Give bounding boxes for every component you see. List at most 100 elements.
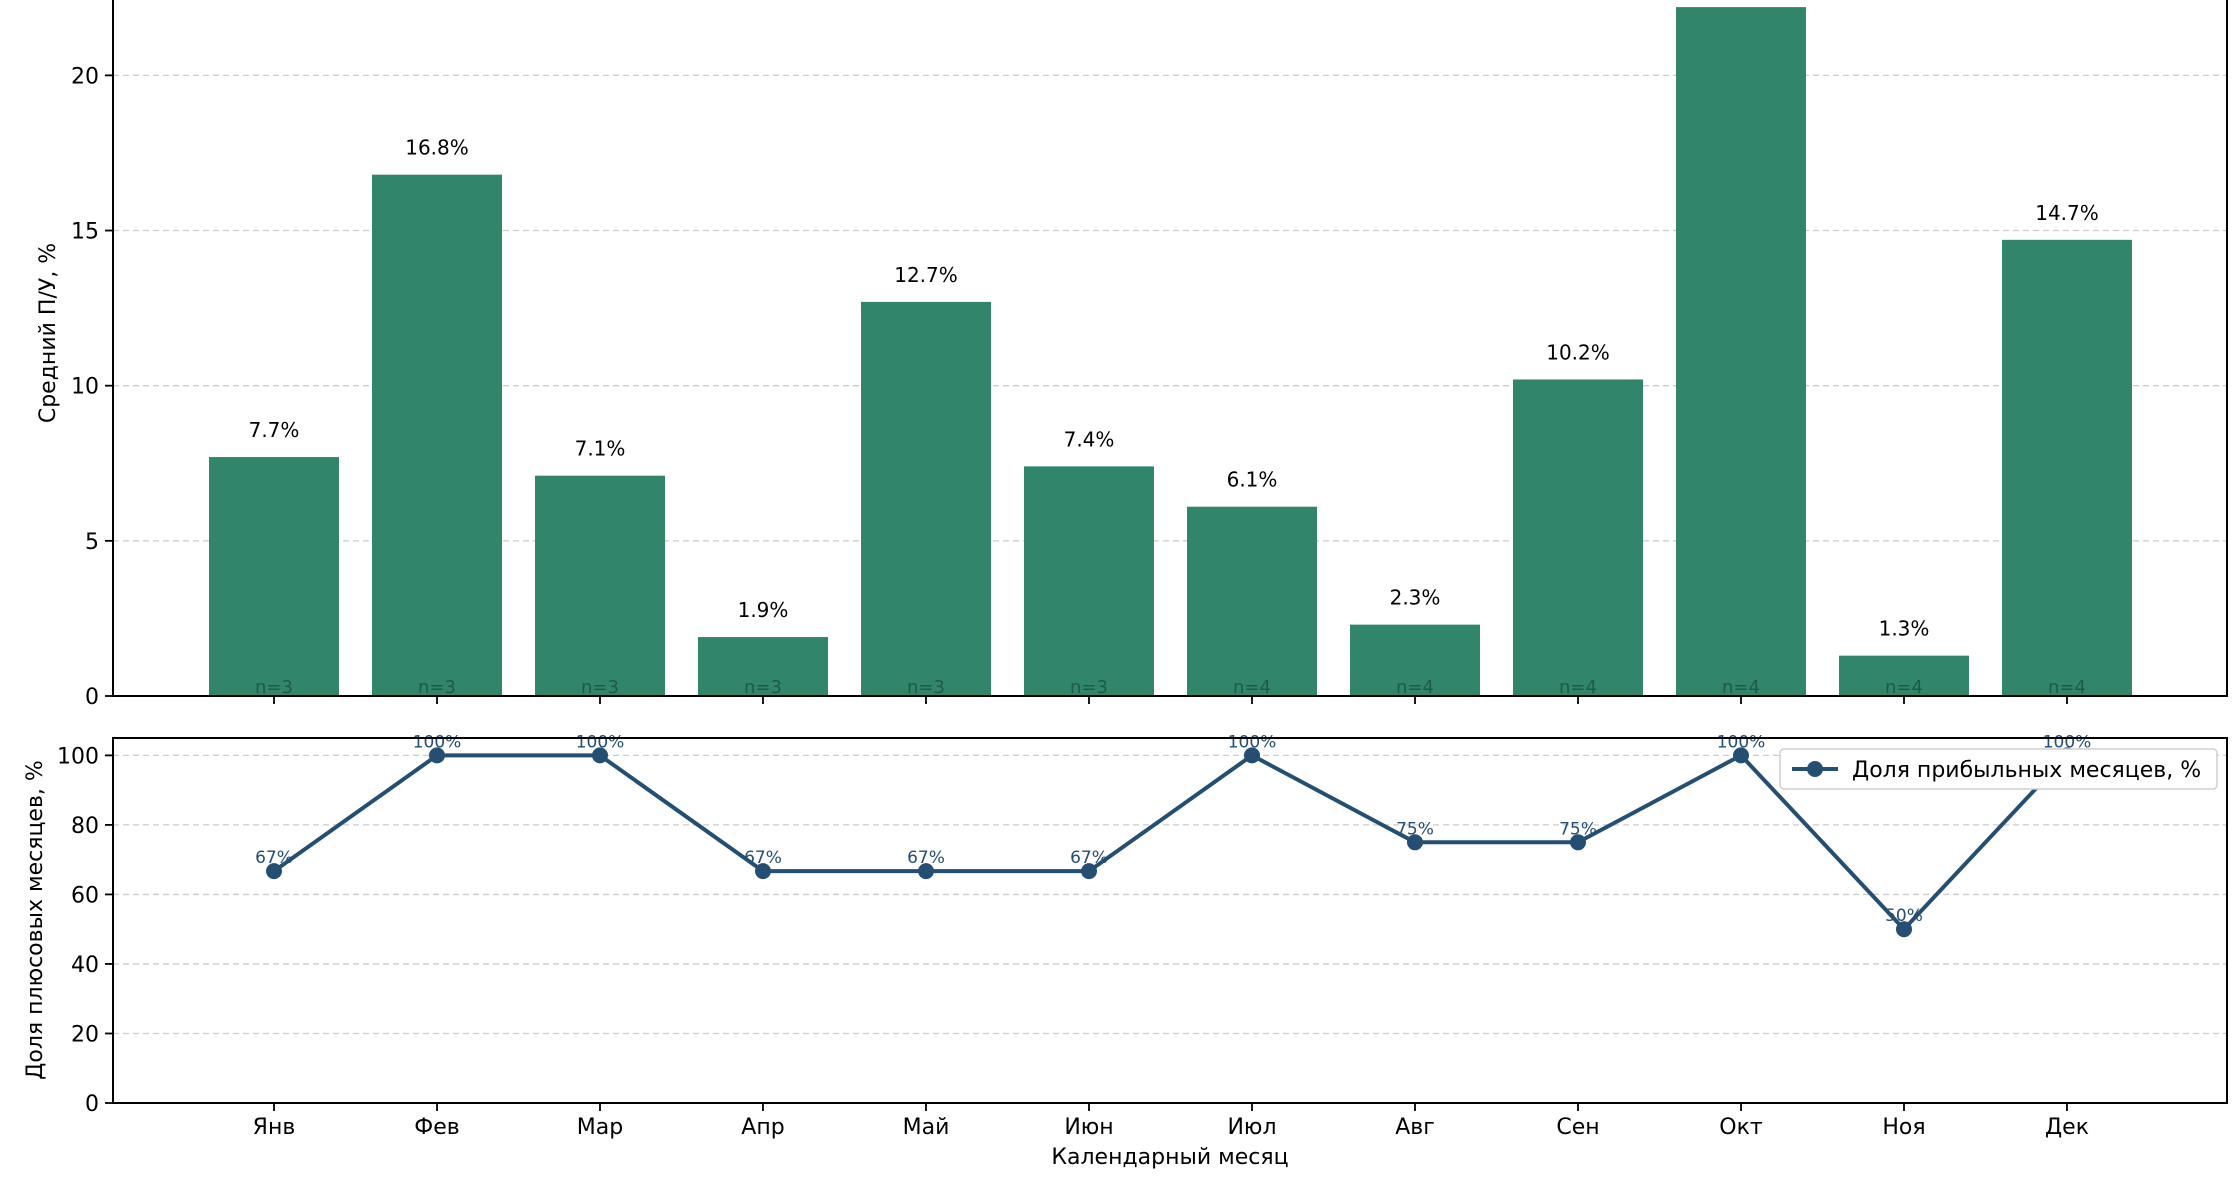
bar-Окт: [1676, 7, 1806, 696]
bar-Июл: [1187, 506, 1317, 696]
x-tick-label-Окт: Окт: [1719, 1115, 1763, 1140]
x-tick-label-Ноя: Ноя: [1882, 1115, 1925, 1140]
line-chart-frame: [112, 737, 2228, 1104]
bar-y-tick-label-20: 20: [71, 64, 99, 89]
bar-value-label-Фев: 16.8%: [405, 136, 469, 160]
line-chart-x-axis-label: Календарный месяц: [1051, 1145, 1288, 1170]
bar-value-label-Авг: 2.3%: [1390, 586, 1441, 610]
line-point-label-Сен: 75%: [1559, 819, 1597, 839]
bar-n-label-Июн: n=3: [1070, 677, 1108, 698]
line-chart-x-axis: Янв Фев Мар Апр Май Июн Июл Авг Сен Окт Ноя Дек: [253, 1103, 2089, 1140]
line-point-Сен: [1570, 834, 1586, 851]
x-tick-label-Янв: Янв: [253, 1115, 296, 1140]
bar-Июн: [1024, 466, 1154, 696]
legend: Доля прибыльных месяцев, %: [1779, 748, 2218, 790]
line-y-tick-label-40: 40: [71, 953, 99, 978]
bar-Мар: [535, 475, 665, 696]
line-point-label-Ноя: 50%: [1885, 906, 1923, 926]
line-point-label-Май: 67%: [907, 848, 945, 868]
bar-Фев: [372, 174, 502, 696]
bar-n-label-Ноя: n=4: [1885, 677, 1923, 698]
bar-n-label-Фев: n=3: [418, 677, 456, 698]
x-tick-label-Дек: Дек: [2045, 1115, 2089, 1140]
line-chart-y-axis-label: Доля плюсовых месяцев, %: [23, 760, 48, 1080]
bar-Дек: [2002, 239, 2132, 696]
bar-n-label-Июл: n=4: [1233, 677, 1271, 698]
bar-value-label-Дек: 14.7%: [2035, 201, 2099, 225]
bar-chart-x-ticks: [273, 696, 2068, 704]
bar-value-label-Сен: 10.2%: [1546, 340, 1610, 364]
line-point-Июн: [1081, 863, 1097, 880]
legend-label: Доля прибыльных месяцев, %: [1852, 758, 2201, 783]
bar-chart-frame: [112, 0, 2228, 697]
bar-Авг: [1350, 624, 1480, 696]
bar-Сен: [1513, 379, 1643, 696]
bar-Апр: [698, 637, 828, 696]
line-point-Окт: [1733, 747, 1749, 764]
line-y-tick-label-80: 80: [71, 814, 99, 839]
line-y-tick-label-100: 100: [57, 744, 99, 769]
bar-n-label-Янв: n=3: [255, 677, 293, 698]
line-y-tick-label-0: 0: [85, 1092, 99, 1117]
bar-value-label-Янв: 7.7%: [249, 418, 300, 442]
x-tick-label-Июл: Июл: [1227, 1115, 1276, 1140]
line-point-label-Июн: 67%: [1070, 848, 1108, 868]
bar-n-label-Окт: n=4: [1722, 677, 1760, 698]
bar-chart-panel: 7.7% n=3 16.8% n=3 7.1% n=3 1.9% n=3 12.7% n=3 7.4…: [36, 0, 2228, 710]
line-point-Фев: [429, 747, 445, 764]
bar-chart-y-axis: 0 5 10 15 20: [71, 64, 113, 710]
line-point-label-Окт: 100%: [1717, 732, 1766, 752]
line-point-label-Янв: 67%: [255, 848, 293, 868]
line-point-Мар: [592, 747, 608, 764]
bar-y-tick-label-10: 10: [71, 375, 99, 400]
line-point-Янв: [266, 863, 282, 880]
bar-n-label-Апр: n=3: [744, 677, 782, 698]
line-y-tick-label-20: 20: [71, 1022, 99, 1047]
bar-Май: [861, 301, 991, 696]
bar-y-tick-label-15: 15: [71, 220, 99, 245]
x-tick-label-Июн: Июн: [1064, 1115, 1113, 1140]
line-chart-gridlines: [113, 754, 2227, 1035]
bar-n-label-Авг: n=4: [1396, 677, 1434, 698]
bar-value-label-Ноя: 1.3%: [1879, 617, 1930, 641]
x-tick-label-Авг: Авг: [1395, 1115, 1435, 1140]
line-point-label-Фев: 100%: [413, 732, 462, 752]
bar-n-label-Дек: n=4: [2048, 677, 2086, 698]
legend-box: [1779, 748, 2218, 790]
line-point-label-Апр: 67%: [744, 848, 782, 868]
line-point-Авг: [1407, 834, 1423, 851]
bar-Ноя: [1839, 655, 1969, 696]
line-series-path: [272, 752, 2069, 933]
bar-value-label-Апр: 1.9%: [738, 598, 789, 622]
line-point-Апр: [755, 863, 771, 880]
bar-chart-y-axis-label: Средний П/У, %: [36, 243, 61, 423]
bar-n-label-Мар: n=3: [581, 677, 619, 698]
bar-chart-bars: 7.7% n=3 16.8% n=3 7.1% n=3 1.9% n=3 12.7% n=3 7.4…: [209, 7, 2132, 698]
line-chart-y-axis: 0 20 40 60 80 100: [57, 744, 113, 1117]
x-tick-label-Май: Май: [903, 1115, 950, 1140]
legend-point-marker: [1807, 761, 1823, 777]
bar-value-label-Июн: 7.4%: [1064, 427, 1115, 451]
line-point-label-Мар: 100%: [576, 732, 625, 752]
line-chart-panel: 67% 100% 100% 67% 67% 67% 100% 75% 75% 100% 50% 100…: [23, 732, 2228, 1170]
x-tick-label-Сен: Сен: [1556, 1115, 1599, 1140]
line-point-Ноя: [1896, 921, 1912, 938]
bar-y-tick-label-0: 0: [85, 685, 99, 710]
line-point-Май: [918, 863, 934, 880]
line-y-tick-label-60: 60: [71, 883, 99, 908]
bar-y-tick-label-5: 5: [85, 530, 99, 555]
bar-value-label-Июл: 6.1%: [1227, 468, 1278, 492]
bar-n-label-Май: n=3: [907, 677, 945, 698]
bar-n-label-Сен: n=4: [1559, 677, 1597, 698]
line-point-label-Авг: 75%: [1396, 819, 1434, 839]
x-tick-label-Фев: Фев: [414, 1115, 459, 1140]
bar-value-label-Май: 12.7%: [894, 263, 958, 287]
x-tick-label-Мар: Мар: [577, 1115, 623, 1140]
bar-value-label-Мар: 7.1%: [575, 437, 626, 461]
line-point-label-Июл: 100%: [1228, 732, 1277, 752]
line-chart-series: 67%100% 100%67% 67% 67%100%75% 75%100%50%100…: [255, 732, 2091, 938]
bar-Янв: [209, 457, 339, 696]
x-tick-label-Апр: Апр: [741, 1115, 784, 1140]
line-point-Июл: [1244, 747, 1260, 764]
